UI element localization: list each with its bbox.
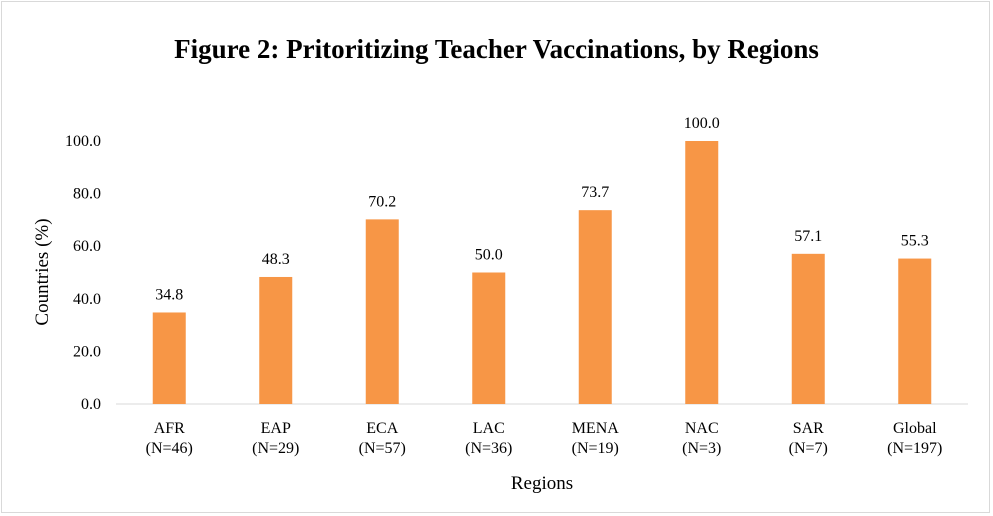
x-axis-ticks: AFR (N=46) EAP (N=29) ECA (N=57) LAC (N=36) MENA… [146, 420, 943, 457]
y-tick-label: 80.0 [73, 186, 101, 203]
bar [472, 272, 506, 404]
y-tick-label: 40.0 [73, 291, 101, 308]
y-tick-label: 60.0 [73, 238, 101, 255]
data-label: 57.1 [794, 228, 822, 245]
y-tick-label: 0.0 [81, 396, 101, 413]
x-tick-label: NAC [685, 420, 719, 437]
bar [685, 141, 719, 404]
data-label: 34.8 [155, 286, 183, 303]
x-tick-label: (N=19) [572, 440, 619, 457]
y-tick-label: 100.0 [65, 133, 101, 150]
bar [791, 253, 825, 404]
x-tick-label: (N=29) [252, 440, 299, 457]
data-label: 70.2 [368, 193, 396, 210]
y-axis-ticks: 0.0 20.0 40.0 60.0 80.0 100.0 [65, 133, 101, 413]
x-tick-label: (N=57) [359, 440, 406, 457]
bar [898, 258, 932, 404]
bar [578, 210, 612, 404]
data-label: 50.0 [475, 247, 503, 264]
x-tick-label: AFR [154, 420, 185, 437]
bar [365, 219, 399, 404]
x-tick-label: (N=46) [146, 440, 193, 457]
x-tick-label: SAR [793, 420, 824, 437]
x-tick-label: (N=36) [465, 440, 512, 457]
x-axis-label: Regions [511, 473, 573, 494]
x-tick-label: LAC [473, 420, 505, 437]
x-tick-label: (N=7) [789, 440, 828, 457]
x-tick-label: MENA [572, 420, 620, 437]
bar [152, 312, 186, 404]
bar [259, 276, 293, 404]
chart-title: Figure 2: Pritoritizing Teacher Vaccinat… [174, 34, 819, 64]
bars [152, 141, 932, 404]
data-labels: 34.8 48.3 70.2 50.0 73.7 100.0 57.1 55.3 [155, 115, 929, 303]
data-label: 55.3 [901, 233, 929, 250]
x-tick-label: (N=3) [682, 440, 721, 457]
x-tick-label: Global [893, 420, 937, 437]
y-axis-label: Countries (%) [32, 218, 53, 325]
data-label: 73.7 [581, 184, 609, 201]
x-tick-label: EAP [261, 420, 291, 437]
x-tick-label: ECA [366, 420, 398, 437]
y-tick-label: 20.0 [73, 343, 101, 360]
x-tick-label: (N=197) [887, 440, 942, 457]
data-label: 100.0 [684, 115, 720, 132]
data-label: 48.3 [262, 251, 290, 268]
